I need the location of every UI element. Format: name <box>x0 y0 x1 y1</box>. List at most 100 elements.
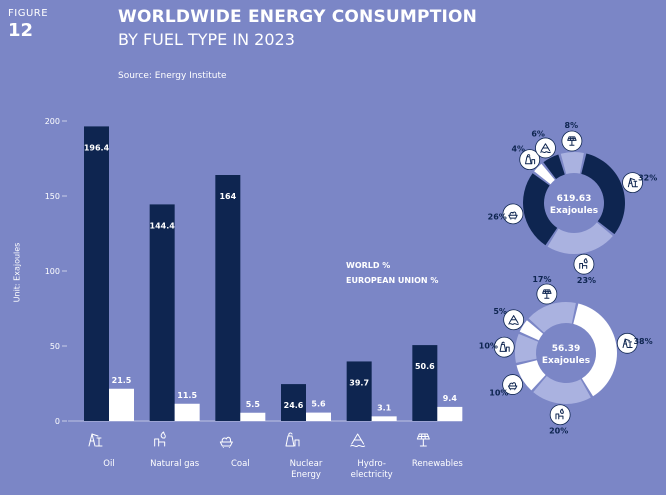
donut-percent-label: 8% <box>565 121 579 130</box>
legend-world: WORLD % <box>346 261 391 270</box>
bar-eu <box>306 412 331 421</box>
donut-percent-label: 20% <box>549 427 568 436</box>
bar-eu <box>437 406 463 421</box>
donut-slice <box>543 154 565 180</box>
bar-eu-label: 5.6 <box>311 400 326 409</box>
donut-slice <box>547 222 613 254</box>
oil-icon <box>627 177 638 188</box>
x-tick-label: electricity <box>351 470 393 480</box>
y-tick-label: 200 <box>45 117 60 126</box>
bar-world-label: 144.4 <box>150 221 176 230</box>
chart-subtitle: BY FUEL TYPE IN 2023 <box>118 30 295 49</box>
bar-world <box>84 126 109 422</box>
bar-eu <box>240 412 266 421</box>
donut-icon-badge <box>519 149 541 171</box>
natural-gas-icon <box>579 258 588 269</box>
bar-eu-label: 3.1 <box>377 403 392 412</box>
coal-icon <box>508 211 518 220</box>
legend-eu: EUROPEAN UNION % <box>346 276 439 285</box>
donut-percent-label: 26% <box>488 213 507 222</box>
renewables-icon <box>416 433 430 447</box>
x-tick-label: Coal <box>231 459 250 469</box>
donut-icon-badge <box>493 336 515 358</box>
donut-center-unit: Exajoules <box>542 356 590 366</box>
donut-slice <box>534 163 555 185</box>
oil-icon <box>622 338 633 349</box>
y-tick-label: 0 <box>55 417 60 426</box>
donut-icon-badge <box>502 203 524 225</box>
renewables-icon <box>542 289 552 299</box>
bar-world-label: 164 <box>219 192 236 201</box>
donut-slice <box>528 302 576 333</box>
bar-eu <box>109 388 134 421</box>
donut-percent-label: 23% <box>577 276 596 285</box>
bar-eu-label: 21.5 <box>112 376 132 385</box>
donut-percent-label: 10% <box>489 389 508 398</box>
bar-eu <box>371 416 397 421</box>
figure-number: 12 <box>8 20 34 41</box>
donut-icon-badge <box>502 374 524 395</box>
x-tick-label: Renewables <box>412 459 464 469</box>
donut-center-value: 56.39 <box>552 344 580 354</box>
bar-world <box>149 204 175 421</box>
bar-world-label: 39.7 <box>349 378 369 387</box>
chart-title: WORLDWIDE ENERGY CONSUMPTION <box>118 7 478 27</box>
nuclear-icon <box>499 341 510 352</box>
donut-percent-label: 38% <box>633 337 652 346</box>
donut-icon-badge <box>549 404 571 426</box>
donut-center-value: 619.63 <box>557 194 592 204</box>
donut-icon-badge <box>622 172 643 193</box>
x-tick-label: Natural gas <box>150 459 200 469</box>
y-tick-label: 50 <box>50 342 60 351</box>
donut-icon-badge <box>573 253 595 275</box>
y-tick-label: 100 <box>45 267 60 276</box>
bar-eu <box>174 403 200 421</box>
donut-percent-label: 32% <box>638 173 657 182</box>
natural-gas-icon <box>154 431 166 447</box>
donut-slice <box>573 303 618 397</box>
x-tick-label: Oil <box>103 459 114 469</box>
source-note: Source: Energy Institute <box>118 71 227 81</box>
bar-world <box>281 384 306 421</box>
donut-slice <box>533 375 591 404</box>
donut-slice <box>519 320 544 341</box>
bar-eu-label: 5.5 <box>246 400 261 409</box>
bar-world-label: 50.6 <box>415 362 435 371</box>
donut-slice <box>522 173 558 246</box>
x-tick-label: Nuclear <box>290 459 323 469</box>
donut-slice <box>581 153 625 235</box>
bar-world-label: 196.4 <box>84 143 110 152</box>
donut-icon-badge <box>616 332 638 354</box>
hydro-icon <box>540 143 551 154</box>
donut-percent-label: 17% <box>532 275 551 284</box>
donut-percent-label: 6% <box>531 130 545 139</box>
coal-icon <box>507 382 518 391</box>
x-tick-label: Energy <box>291 470 321 480</box>
y-tick-label: 150 <box>45 192 60 201</box>
oil-icon <box>88 433 103 447</box>
nuclear-icon <box>525 154 536 165</box>
hydro-icon <box>350 433 366 448</box>
donut-center-unit: Exajoules <box>550 206 598 216</box>
bar-eu-label: 9.4 <box>443 394 458 403</box>
x-tick-label: Hydro- <box>357 459 386 469</box>
coal-icon <box>219 436 233 448</box>
renewables-icon <box>567 136 577 146</box>
bar-world <box>412 345 438 421</box>
donut-slice <box>516 360 546 391</box>
donut-percent-label: 5% <box>493 307 507 316</box>
bar-world <box>346 361 372 421</box>
hydro-icon <box>508 315 520 325</box>
bar-world-label: 24.6 <box>284 401 304 410</box>
donut-slice <box>515 333 539 363</box>
donut-hole <box>537 324 595 382</box>
bar-eu-label: 11.5 <box>177 391 197 400</box>
donut-slice <box>560 152 584 175</box>
natural-gas-icon <box>555 408 564 420</box>
donut-hole <box>545 174 603 232</box>
donut-percent-label: 4% <box>511 144 525 153</box>
figure-label: FIGURE <box>8 8 49 19</box>
bar-world <box>215 175 241 421</box>
donut-percent-label: 10% <box>479 342 498 351</box>
